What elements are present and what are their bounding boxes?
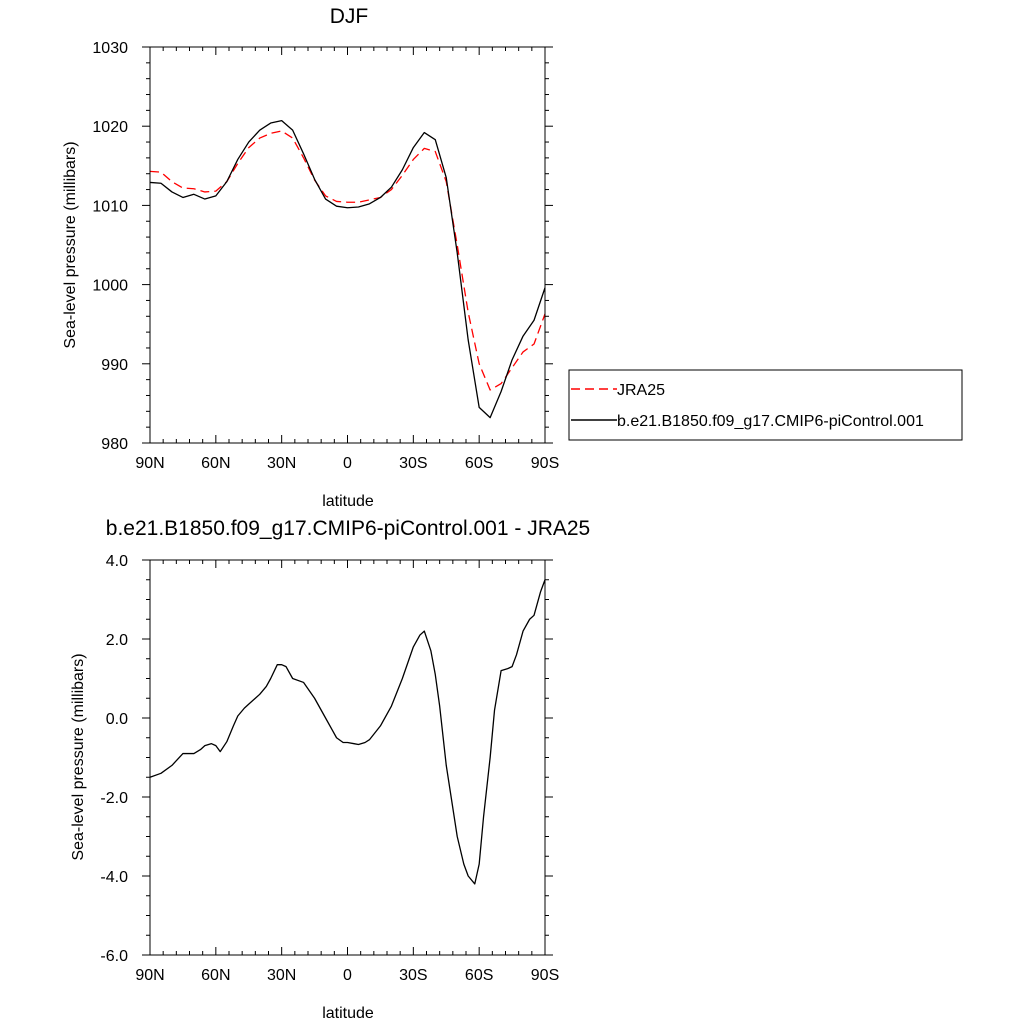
bottom-y-tick-label: 4.0 [106, 553, 128, 570]
bottom-x-tick-label: 30S [399, 967, 427, 984]
bottom-y-tick-label: 0.0 [106, 711, 128, 728]
top-series-line-1 [149, 120, 546, 419]
legend-label-jra25: JRA25 [617, 382, 665, 399]
top-y-tick-label: 980 [101, 436, 128, 453]
bottom-x-axis-label: latitude [322, 1005, 374, 1022]
top-y-tick-label: 1020 [92, 119, 128, 136]
bottom-y-tick-label: -4.0 [100, 869, 128, 886]
top-y-axis-label: Sea-level pressure (millibars) [62, 141, 79, 348]
top-y-tick-label: 1030 [92, 40, 128, 57]
top-x-tick-label: 90S [531, 455, 559, 472]
top-chart: DJF 90N 60N 30N 0 30S 60S 90S 980 990 1000 1010 102… [62, 5, 963, 510]
bottom-x-tick-label: 30N [267, 967, 296, 984]
bottom-x-tick-label: 90N [135, 967, 164, 984]
top-x-tick-label: 30S [399, 455, 427, 472]
top-plot-area: 90N 60N 30N 0 30S 60S 90S 980 990 1000 1010 1020 103… [92, 40, 559, 472]
top-x-tick-label: 30N [267, 455, 296, 472]
bottom-x-tick-label: 0 [343, 967, 352, 984]
bottom-series-line-0 [149, 579, 546, 885]
bottom-x-tick-label: 60N [201, 967, 230, 984]
legend: JRA25 b.e21.B1850.f09_g17.CMIP6-piContro… [568, 369, 963, 441]
top-x-axis-label: latitude [322, 493, 374, 510]
bottom-x-tick-label: 90S [531, 967, 559, 984]
bottom-x-tick-label: 60S [465, 967, 493, 984]
top-series-line-0 [149, 130, 546, 391]
top-y-tick-label: 1000 [92, 278, 128, 295]
top-y-tick-label: 990 [101, 357, 128, 374]
bottom-y-tick-label: -2.0 [100, 790, 128, 807]
bottom-y-axis-label: Sea-level pressure (millibars) [70, 653, 87, 860]
top-y-tick-label: 1010 [92, 198, 128, 215]
top-x-tick-label: 0 [343, 455, 352, 472]
bottom-chart: b.e21.B1850.f09_g17.CMIP6-piControl.001 … [70, 517, 590, 1022]
bottom-chart-title: b.e21.B1850.f09_g17.CMIP6-piControl.001 … [106, 517, 590, 540]
legend-label-model: b.e21.B1850.f09_g17.CMIP6-piControl.001 [617, 413, 924, 430]
top-x-tick-label: 90N [135, 455, 164, 472]
bottom-y-tick-label: 2.0 [106, 632, 128, 649]
bottom-plot-area: 90N 60N 30N 0 30S 60S 90S -6.0 -4.0 -2.0 0.0 2.0 4.0 [100, 553, 559, 984]
bottom-y-tick-label: -6.0 [100, 948, 128, 965]
top-x-tick-label: 60N [201, 455, 230, 472]
top-chart-title: DJF [330, 5, 369, 28]
top-x-tick-label: 60S [465, 455, 493, 472]
legend-box [568, 369, 963, 441]
